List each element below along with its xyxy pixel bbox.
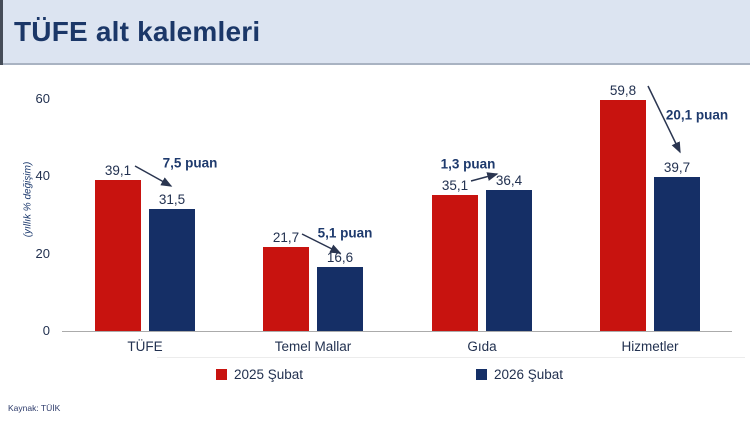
bar-2026-subat (654, 177, 700, 331)
slide-header: TÜFE alt kalemleri (0, 0, 750, 65)
bar-2026-subat (149, 209, 195, 331)
bar-2025-subat (263, 247, 309, 331)
left-edge-strip (0, 0, 3, 65)
y-tick-label: 60 (35, 90, 50, 106)
annotation-label: 7,5 puan (162, 155, 218, 171)
y-tick-label: 0 (42, 323, 50, 338)
page-title: TÜFE alt kalemleri (14, 15, 261, 47)
y-tick-label: 40 (35, 168, 50, 184)
bar-2025-subat (600, 99, 646, 331)
bar-2025-subat (432, 195, 478, 331)
y-tick-label: 20 (35, 245, 50, 261)
legend-item: 2026 Şubat (476, 367, 563, 382)
bar-value-label: 16,6 (326, 249, 354, 265)
bar-value-label: 31,5 (158, 192, 186, 208)
category-label: Hizmetler (621, 339, 679, 354)
bar-value-label: 39,1 (104, 162, 132, 178)
legend-item: 2025 Şubat (216, 367, 303, 382)
legend-label: 2026 Şubat (494, 367, 564, 382)
annotation-label: 1,3 puan (440, 156, 496, 172)
annotation-label: 20,1 puan (665, 107, 729, 123)
bar-2026-subat (317, 266, 363, 331)
legend-label: 2025 Şubat (234, 367, 304, 382)
category-label: Temel Mallar (274, 339, 352, 354)
annotation-label: 5,1 puan (317, 225, 373, 241)
bar-value-label: 35,1 (441, 178, 469, 194)
source-note: Kaynak: TÜİK (8, 403, 61, 413)
bar-value-label: 36,4 (495, 173, 523, 189)
bar-value-label: 39,7 (663, 160, 691, 176)
legend-divider (157, 357, 745, 358)
x-axis-line (62, 331, 732, 332)
bar-2025-subat (95, 179, 141, 331)
category-label: Gıda (467, 339, 497, 354)
bar-value-label: 21,7 (272, 230, 300, 246)
bar-value-label: 59,8 (609, 82, 637, 98)
category-label: TÜFE (127, 339, 163, 354)
bar-2026-subat (486, 190, 532, 331)
legend-swatch (476, 369, 487, 380)
legend-swatch (216, 369, 227, 380)
